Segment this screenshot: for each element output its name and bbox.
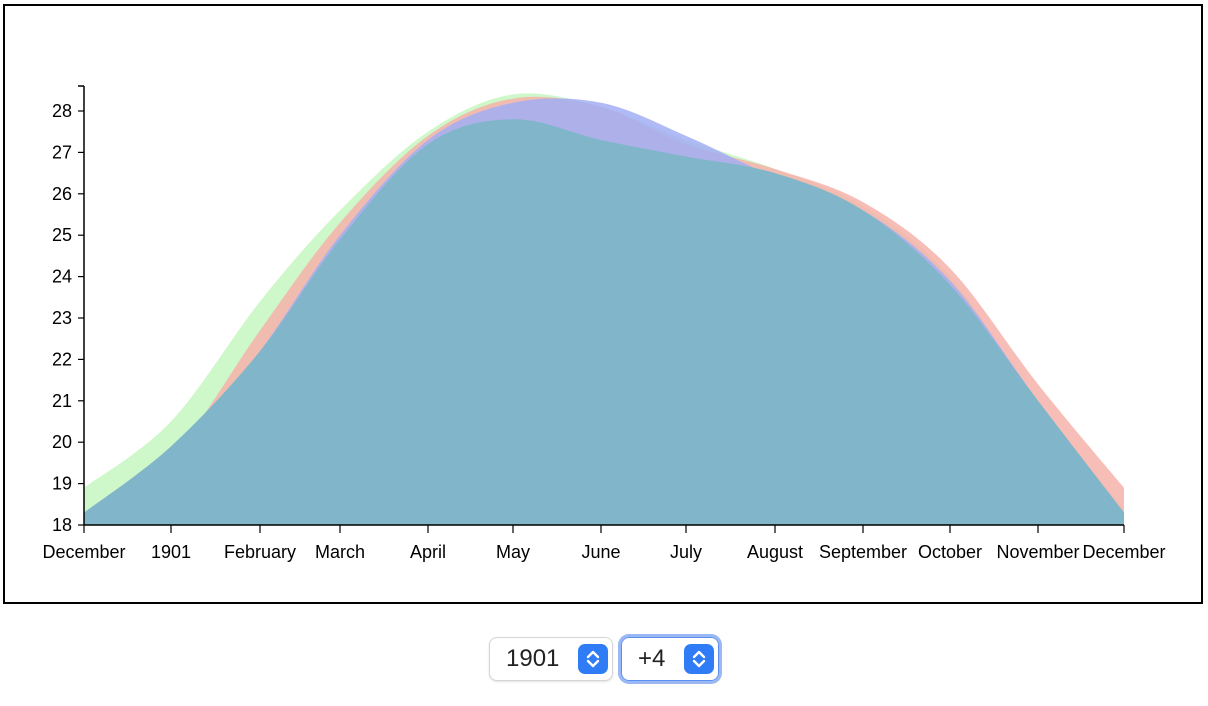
y-tick-label-19: 19 — [52, 474, 72, 494]
x-tick-label-12: December — [1082, 542, 1165, 562]
x-tick-label-4: April — [410, 542, 446, 562]
y-tick-label-22: 22 — [52, 349, 72, 369]
y-tick-label-20: 20 — [52, 432, 72, 452]
x-tick-label-7: July — [670, 542, 702, 562]
x-tick-label-5: May — [496, 542, 530, 562]
offset-select-value: +4 — [638, 645, 666, 672]
area-chart: 18 19 20 21 22 23 24 25 26 27 28 December 1901 Februa… — [42, 85, 1166, 562]
y-tick-label-25: 25 — [52, 225, 72, 245]
year-select-value: 1901 — [506, 645, 560, 672]
y-tick-label-21: 21 — [52, 391, 72, 411]
x-tick-label-0: December — [42, 542, 125, 562]
y-tick-label-28: 28 — [52, 101, 72, 121]
x-tick-label-2: February — [224, 542, 296, 562]
y-tick-label-18: 18 — [52, 515, 72, 535]
x-tick-label-10: October — [918, 542, 982, 562]
x-tick-label-8: August — [747, 542, 803, 562]
y-tick-label-27: 27 — [52, 142, 72, 162]
y-tick-label-26: 26 — [52, 184, 72, 204]
year-select[interactable]: 1901 — [489, 637, 613, 681]
series-area-4 — [84, 119, 1124, 525]
chart-frame: 18 19 20 21 22 23 24 25 26 27 28 December 1901 Februa… — [3, 4, 1203, 604]
year-stepper-icon[interactable] — [578, 644, 608, 674]
x-tick-label-11: November — [996, 542, 1079, 562]
x-tick-label-6: June — [581, 542, 620, 562]
offset-stepper-icon[interactable] — [684, 644, 714, 674]
y-tick-label-24: 24 — [52, 267, 72, 287]
x-tick-label-1: 1901 — [151, 542, 191, 562]
x-tick-label-9: September — [819, 542, 907, 562]
offset-select[interactable]: +4 — [618, 634, 722, 684]
controls-bar: 1901 +4 — [0, 632, 1208, 686]
x-tick-label-3: March — [315, 542, 365, 562]
y-tick-label-23: 23 — [52, 308, 72, 328]
